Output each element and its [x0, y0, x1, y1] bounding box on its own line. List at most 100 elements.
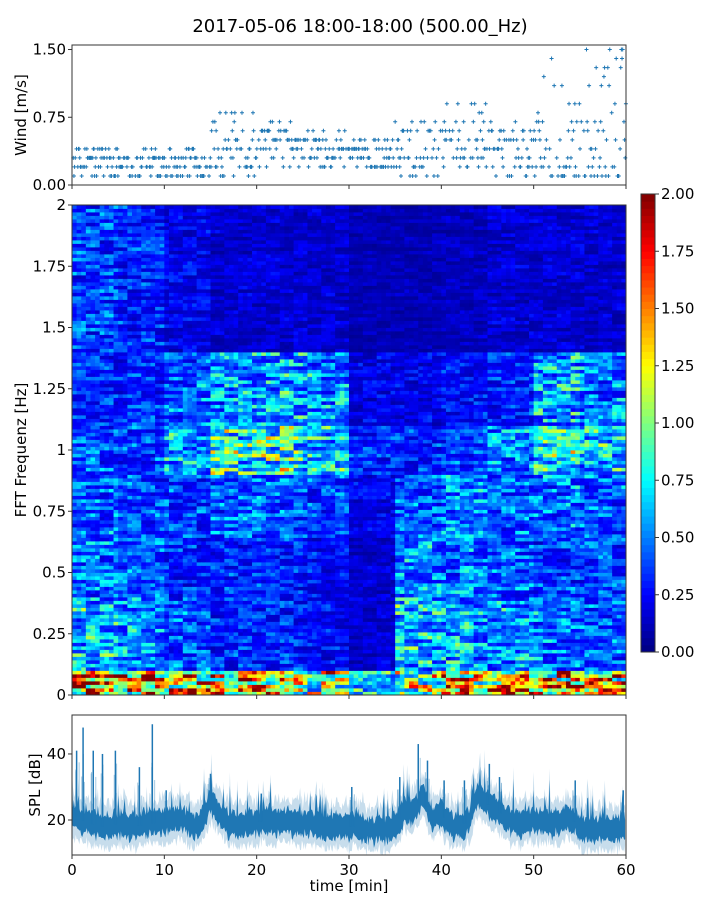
spectrogram-cell — [201, 618, 206, 622]
spectrogram-cell — [183, 608, 188, 612]
spectrogram-cell — [183, 244, 188, 248]
spectrogram-cell — [197, 384, 202, 388]
wind-point — [310, 147, 314, 151]
spectrogram-cell — [187, 580, 192, 584]
spectrogram-cell — [127, 559, 132, 563]
spectrogram-cell — [127, 342, 132, 346]
spectrogram-cell — [114, 398, 119, 402]
spectrogram-cell — [137, 443, 142, 447]
spectrogram-cell — [137, 419, 142, 423]
spectrogram-cell — [192, 247, 197, 251]
spectrogram-cell — [86, 674, 91, 678]
spectrogram-cell — [114, 328, 119, 332]
spectrogram-cell — [104, 205, 109, 209]
spectrogram-cell — [178, 440, 183, 444]
spectrogram-cell — [72, 461, 77, 465]
spectrogram-cell — [201, 226, 206, 230]
spectrogram-cell — [127, 443, 132, 447]
spectrogram-cell — [123, 300, 128, 304]
spectrogram-cell — [127, 660, 132, 664]
spectrogram-cell — [123, 454, 128, 458]
spectrogram-cell — [114, 608, 119, 612]
spectrogram-cell — [164, 510, 169, 514]
spectrogram-cell — [81, 258, 86, 262]
spectrogram-cell — [201, 510, 206, 514]
spectrogram-cell — [164, 405, 169, 409]
spectrogram-cell — [164, 373, 169, 377]
spectrogram-cell — [160, 506, 165, 510]
spectrogram-cell — [150, 205, 155, 209]
wind-point — [520, 156, 524, 160]
spectrogram-cell — [72, 653, 77, 657]
spectrogram-cell — [201, 436, 206, 440]
spectrogram-cell — [192, 230, 197, 234]
spectrogram-cell — [137, 272, 142, 276]
spectrogram-cell — [118, 272, 123, 276]
spectrogram-cell — [197, 387, 202, 391]
spectrogram-cell — [95, 534, 100, 538]
spectrogram-cell — [201, 454, 206, 458]
spectrogram-cell — [114, 674, 119, 678]
spectrogram-cell — [132, 426, 137, 430]
spectrogram-cell — [197, 468, 202, 472]
wind-point — [532, 129, 536, 133]
spectrogram-cell — [81, 489, 86, 493]
spectrogram-cell — [137, 293, 142, 297]
spectrogram-cell — [132, 594, 137, 598]
spectrogram-cell — [109, 447, 114, 451]
spectrogram-cell — [137, 331, 142, 335]
spectrogram-cell — [169, 604, 174, 608]
spectrogram-cell — [211, 387, 216, 391]
spectrogram-cell — [100, 279, 105, 283]
spectrogram-cell — [127, 335, 132, 339]
spectrogram-cell — [197, 534, 202, 538]
spectrogram-cell — [141, 419, 146, 423]
spectrogram-cell — [100, 506, 105, 510]
spectrogram-cell — [132, 419, 137, 423]
spectrogram-cell — [114, 527, 119, 531]
spectrogram-cell — [90, 541, 95, 545]
spectrogram-cell — [81, 205, 86, 209]
spectrogram-cell — [127, 391, 132, 395]
spectrogram-cell — [109, 639, 114, 643]
spectrogram-cell — [169, 398, 174, 402]
spectrogram-cell — [132, 489, 137, 493]
spectrogram-cell — [183, 527, 188, 531]
spectrogram-cell — [178, 594, 183, 598]
spectrogram-cell — [114, 538, 119, 542]
spectrogram-cell — [206, 629, 211, 633]
spectrogram-cell — [123, 636, 128, 640]
spectrogram-cell — [127, 440, 132, 444]
spectrogram-cell — [127, 436, 132, 440]
spectrogram-cell — [137, 373, 142, 377]
spectrogram-cell — [81, 429, 86, 433]
spectrogram-cell — [72, 611, 77, 615]
spectrogram-cell — [127, 674, 132, 678]
wind-point — [216, 147, 220, 151]
spectrogram-cell — [86, 387, 91, 391]
spectrogram-cell — [146, 237, 151, 241]
spectrogram-cell — [197, 391, 202, 395]
spectrogram-cell — [178, 216, 183, 220]
spectrogram-cell — [164, 275, 169, 279]
spectrogram-cell — [141, 573, 146, 577]
spectrogram-cell — [150, 510, 155, 514]
spectrogram-cell — [81, 349, 86, 353]
spectrogram-cell — [192, 240, 197, 244]
spectrogram-cell — [197, 471, 202, 475]
spectrogram-cell — [187, 678, 192, 682]
spectrogram-cell — [72, 405, 77, 409]
spectrogram-cell — [183, 611, 188, 615]
spectrogram-cell — [155, 510, 160, 514]
spectrogram-cell — [160, 576, 165, 580]
spectrogram-cell — [118, 604, 123, 608]
spectrogram-cell — [178, 237, 183, 241]
spectrogram-cell — [77, 328, 82, 332]
spectrogram-cell — [197, 454, 202, 458]
spectrogram-cell — [114, 331, 119, 335]
spectrogram-cell — [81, 510, 86, 514]
spectrogram-cell — [72, 230, 77, 234]
spectrogram-cell — [132, 492, 137, 496]
spectrogram-cell — [86, 321, 91, 325]
spectrogram-cell — [137, 562, 142, 566]
